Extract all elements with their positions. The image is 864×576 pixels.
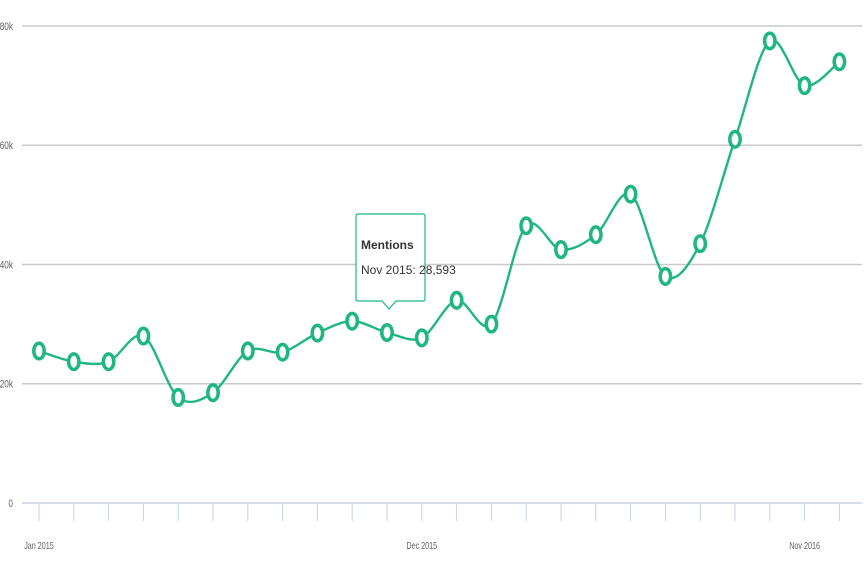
data-point[interactable] [484,314,499,334]
data-point[interactable] [623,184,638,204]
data-point[interactable] [32,341,46,361]
data-point[interactable] [345,311,360,331]
data-point[interactable] [588,225,603,245]
x-tick-label: Dec 2015 [406,540,437,551]
data-points[interactable] [32,31,847,408]
data-point[interactable] [206,383,220,403]
data-point[interactable] [832,52,847,72]
data-point[interactable] [380,322,394,343]
data-point[interactable] [240,341,255,361]
data-point[interactable] [66,352,81,372]
data-point[interactable] [310,323,325,343]
tooltip: Mentions Nov 2015: 28,593 [355,213,456,310]
data-point[interactable] [658,266,673,286]
gridlines [22,25,862,385]
data-point[interactable] [693,234,708,254]
data-point[interactable] [554,240,568,260]
data-point[interactable] [797,76,812,96]
data-point[interactable] [171,387,186,408]
y-tick-label: 20k [0,379,13,391]
tooltip-box [355,213,426,310]
x-tick-label: Nov 2016 [789,540,820,551]
y-tick-label: 60k [0,140,13,152]
data-point[interactable] [275,342,290,362]
x-tick-label: Jan 2015 [24,540,54,551]
data-point[interactable] [762,31,777,51]
data-point[interactable] [519,216,534,236]
y-tick-label: 40k [0,259,13,271]
data-point[interactable] [136,326,151,346]
data-point[interactable] [728,129,742,149]
x-axis: Jan 2015 Dec 2015 Nov 2016 [22,502,862,551]
data-point[interactable] [101,352,116,372]
y-tick-label: 80k [0,21,13,33]
y-tick-label: 0 [8,498,13,510]
tooltip-title: Mentions [361,238,414,252]
series-mentions [38,38,841,404]
data-point[interactable] [414,328,429,348]
series-line-mentions [38,38,841,404]
data-point[interactable] [449,290,464,310]
tooltip-value: Nov 2015: 28,593 [361,263,456,277]
y-axis-labels: 0 20k 40k 60k 80k [0,21,14,510]
